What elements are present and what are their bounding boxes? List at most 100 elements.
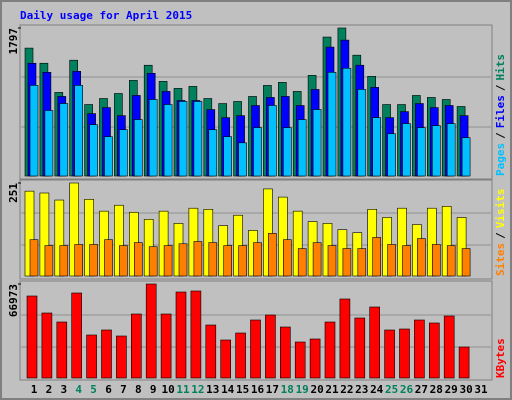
- bar: [268, 105, 277, 177]
- bar: [114, 204, 124, 277]
- bar: [446, 245, 456, 277]
- panel-frame: [19, 280, 493, 381]
- bar: [369, 306, 381, 379]
- bar: [59, 103, 69, 177]
- bar: [387, 244, 396, 277]
- x-tick-label: 2: [46, 383, 53, 396]
- bar: [309, 338, 321, 379]
- legend-separator: /: [494, 132, 507, 139]
- legend-entry: Visits: [494, 189, 507, 229]
- x-tick-label: 9: [150, 383, 157, 396]
- bar: [193, 101, 203, 177]
- x-tick-label: 26: [400, 383, 414, 396]
- bar: [357, 89, 367, 177]
- x-tick-label: 23: [355, 383, 368, 396]
- bar: [339, 298, 351, 379]
- x-tick-label: 3: [60, 383, 67, 396]
- bar: [190, 290, 202, 379]
- bar: [29, 85, 39, 177]
- bar: [402, 123, 411, 177]
- x-tick-label: 8: [135, 383, 142, 396]
- bar: [39, 192, 50, 277]
- bar: [297, 248, 307, 277]
- bar: [342, 67, 352, 177]
- legend: Sites / Visits: [494, 189, 507, 277]
- bar: [41, 312, 53, 379]
- legend-entry: Hits: [494, 54, 507, 81]
- panel-frame: [19, 179, 493, 280]
- bar: [178, 243, 188, 277]
- bar: [148, 246, 158, 277]
- x-tick-label: 28: [430, 383, 443, 396]
- bar: [178, 101, 188, 177]
- bar: [312, 109, 322, 177]
- x-tick-label: 19: [296, 383, 309, 396]
- bar: [44, 245, 54, 277]
- bar: [461, 137, 471, 177]
- bar: [145, 283, 157, 379]
- bar: [265, 314, 276, 379]
- bar: [282, 239, 292, 277]
- bar: [56, 321, 68, 379]
- bar: [208, 242, 218, 277]
- bar: [84, 199, 94, 277]
- bar: [193, 241, 203, 277]
- bar: [431, 244, 441, 277]
- bar: [342, 248, 352, 277]
- bar: [116, 335, 127, 379]
- bar: [74, 85, 83, 177]
- bar: [69, 182, 79, 277]
- bar: [44, 110, 54, 177]
- bar: [163, 245, 173, 277]
- bar: [297, 119, 307, 177]
- bar: [223, 136, 232, 177]
- bar: [253, 242, 262, 277]
- bar: [175, 291, 187, 379]
- x-tick-label: 14: [221, 383, 235, 396]
- legend-entry: Pages: [494, 143, 507, 176]
- bar: [29, 239, 39, 277]
- x-tick-label: 20: [310, 383, 323, 396]
- y-tick-label: 251: [7, 183, 20, 203]
- x-tick-label: 27: [415, 383, 428, 396]
- legend-entry: KBytes: [494, 338, 507, 378]
- bar: [205, 324, 217, 379]
- x-tick-label: 29: [445, 383, 458, 396]
- bar: [446, 123, 456, 177]
- x-tick-label: 5: [90, 383, 97, 396]
- bar: [312, 242, 322, 277]
- bar: [399, 328, 410, 379]
- bar: [384, 329, 395, 379]
- bar: [134, 119, 143, 177]
- bar: [54, 199, 65, 277]
- bar: [292, 210, 303, 277]
- bar: [163, 104, 173, 177]
- bar: [441, 206, 452, 277]
- bar: [74, 244, 83, 277]
- bar: [282, 127, 292, 177]
- bar: [250, 319, 261, 379]
- bar: [279, 326, 291, 379]
- bar: [327, 72, 337, 177]
- y-tick-label: 1797: [7, 28, 20, 55]
- bar: [372, 237, 382, 277]
- bar: [414, 319, 425, 379]
- bar: [24, 190, 35, 277]
- x-tick-label: 31: [474, 383, 488, 396]
- bar: [223, 245, 232, 277]
- x-tick-label: 30: [459, 383, 472, 396]
- x-tick-label: 18: [281, 383, 294, 396]
- bar: [397, 207, 407, 277]
- bar: [456, 217, 467, 277]
- legend-entry: Sites: [494, 243, 507, 276]
- legend-separator: /: [494, 84, 507, 91]
- bar: [372, 117, 382, 177]
- bar: [354, 317, 366, 379]
- bar: [458, 346, 470, 379]
- x-tick-label: 4: [75, 383, 82, 396]
- x-tick-label: 21: [325, 383, 339, 396]
- x-tick-label: 16: [251, 383, 265, 396]
- x-tick-label: 25: [385, 383, 398, 396]
- bar: [235, 332, 246, 379]
